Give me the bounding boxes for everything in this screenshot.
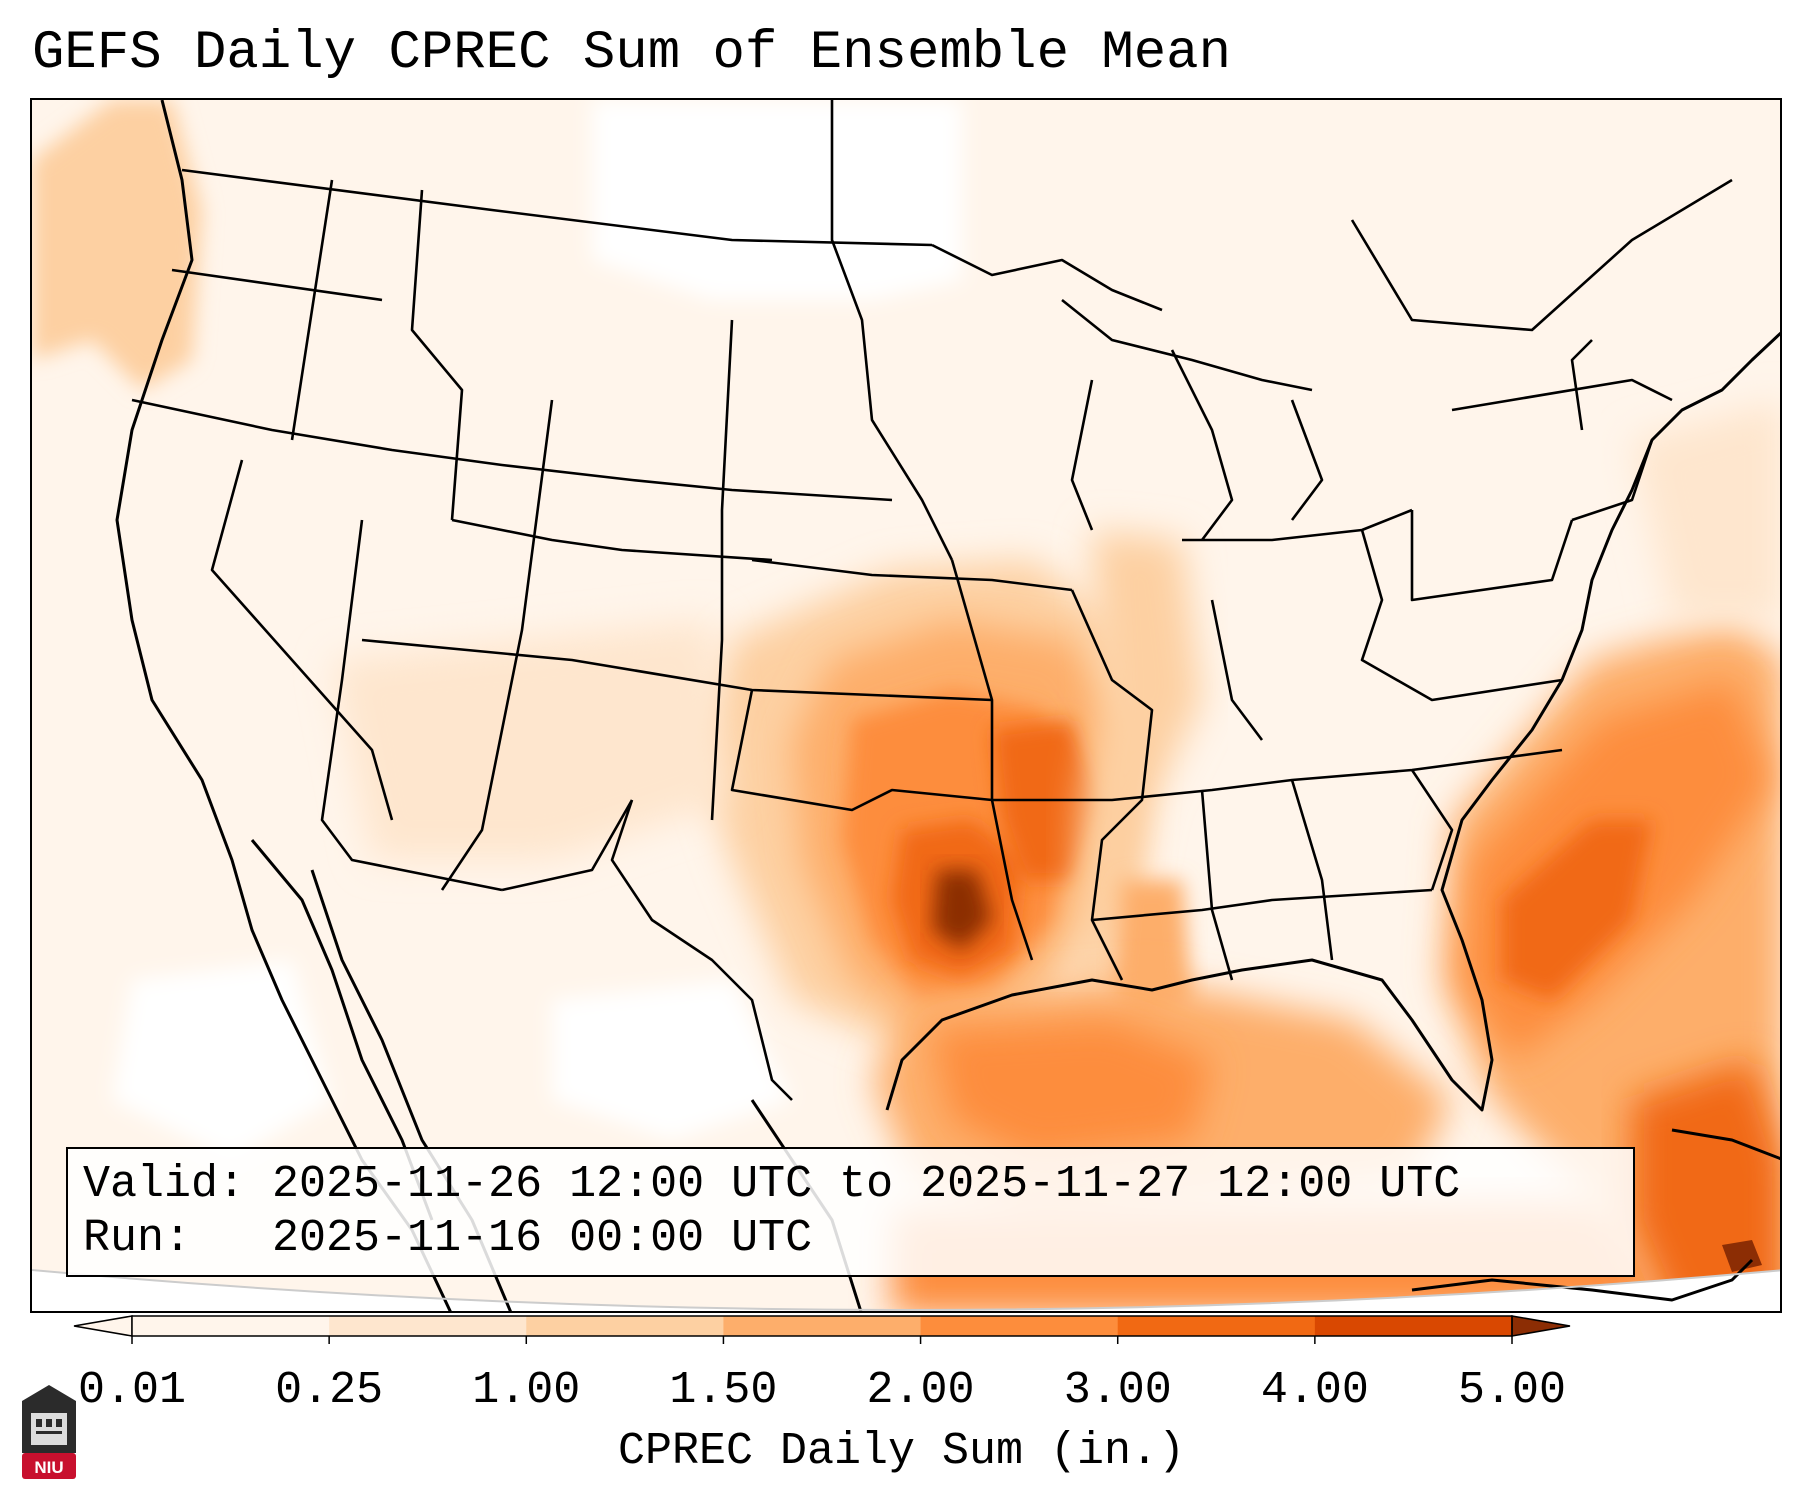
colorbar-tick-label: 1.50 — [669, 1365, 778, 1416]
border-tx-ok — [730, 689, 993, 812]
valid-time: 2025-11-26 12:00 UTC to 2025-11-27 12:00… — [272, 1159, 1461, 1210]
border-co-west — [440, 399, 554, 891]
west-coast — [115, 100, 452, 1311]
valid-label: Valid: — [83, 1159, 246, 1210]
run-time: 2025-11-16 00:00 UTC — [272, 1213, 813, 1264]
border-az — [320, 519, 503, 892]
border-nm-tx — [501, 799, 634, 892]
colorbar-extend-min — [73, 1315, 133, 1337]
border-ks-ok — [361, 638, 993, 702]
colorbar — [73, 1315, 1571, 1344]
dry-area-north-plains — [592, 100, 962, 300]
colorbar-segment — [526, 1316, 724, 1336]
border-ny-north — [1451, 378, 1673, 412]
border-tn-row — [992, 748, 1563, 802]
border-in-ky — [1210, 599, 1264, 741]
colorbar-ticks — [131, 1336, 1513, 1344]
precip-northeast — [1632, 401, 1780, 620]
precip-mississippi-valley — [1072, 530, 1202, 1000]
border-ks-ne — [751, 558, 1073, 592]
border-us-canada-lakes — [931, 243, 1163, 312]
gulf-atlantic-coast — [885, 331, 1780, 1112]
border-wv-va — [1360, 529, 1563, 702]
colorbar-segment — [723, 1316, 922, 1336]
border-ms-al — [1200, 789, 1234, 981]
colorbar-segment — [329, 1316, 527, 1336]
colorbar-label: CPREC Daily Sum (in.) — [617, 1426, 1186, 1477]
border-mt-id — [410, 189, 464, 521]
map-canvas — [32, 100, 1780, 1311]
colorbar-tick-label: 0.25 — [275, 1365, 384, 1416]
colorbar-tick-label: 0.01 — [77, 1365, 187, 1416]
border-mn-dakotas — [830, 100, 954, 561]
precip-field — [32, 100, 1780, 1311]
dry-area-mexico — [552, 980, 792, 1140]
precip-plains-max — [932, 870, 992, 950]
border-oh-row — [1182, 508, 1413, 542]
state-borders — [131, 100, 1733, 1101]
precip-atlantic-core — [1502, 820, 1652, 1000]
colorbar-extend-max — [1511, 1315, 1571, 1337]
colorbar-segment — [132, 1316, 330, 1336]
border-pa — [1410, 510, 1574, 602]
run-info-box: Valid: 2025-11-26 12:00 UTC to 2025-11-2… — [66, 1147, 1635, 1277]
border-gulf-states — [1091, 888, 1433, 922]
precip-pacific-nw — [32, 100, 202, 390]
border-michigan-east — [1290, 399, 1324, 521]
border-row-1 — [131, 398, 893, 502]
colorbar-segment — [1314, 1316, 1513, 1336]
niu-logo: NIU — [22, 1385, 76, 1479]
border-lake-superior — [1061, 298, 1313, 392]
precip-bahamas-max — [1722, 1240, 1762, 1272]
border-michigan — [1170, 349, 1234, 541]
precip-gulf-inner — [932, 1020, 1212, 1160]
border-ne-ks — [710, 319, 734, 821]
colorbar-tick-label: 5.00 — [1457, 1365, 1567, 1416]
cuba-north — [1671, 1128, 1780, 1161]
colorbar-segment — [1117, 1316, 1316, 1336]
border-us-canada-east — [1350, 178, 1733, 332]
projection-edge-line — [32, 1269, 1780, 1311]
dry-area-pacific — [112, 960, 332, 1160]
colorbar-tick-label: 2.00 — [866, 1365, 975, 1416]
border-wisconsin — [1070, 379, 1094, 531]
border-ga-sc — [1410, 769, 1454, 891]
border-wy-co — [451, 518, 773, 562]
border-wa-or — [171, 268, 383, 302]
cuba-coast — [1411, 1258, 1754, 1302]
colorbar-segments — [73, 1315, 1571, 1337]
colorbar-tick-label: 1.00 — [472, 1365, 581, 1416]
colorbar-outline — [131, 1315, 1513, 1337]
border-nv-ca — [210, 459, 394, 821]
niu-logo-text: NIU — [34, 1458, 63, 1477]
border-vt-nh — [1570, 339, 1593, 431]
border-al-ga — [1290, 779, 1334, 961]
colorbar-segment — [920, 1316, 1119, 1336]
run-label: Run: — [83, 1213, 192, 1264]
border-tx-mexico — [610, 799, 793, 1101]
colorbar-tick-label: 4.00 — [1260, 1365, 1369, 1416]
precipitation-map — [30, 98, 1782, 1313]
map-title: GEFS Daily CPREC Sum of Ensemble Mean — [32, 23, 1231, 84]
colorbar-tick-label: 3.00 — [1063, 1365, 1172, 1416]
border-id-west — [290, 179, 334, 441]
border-ny-nj — [1571, 439, 1654, 522]
